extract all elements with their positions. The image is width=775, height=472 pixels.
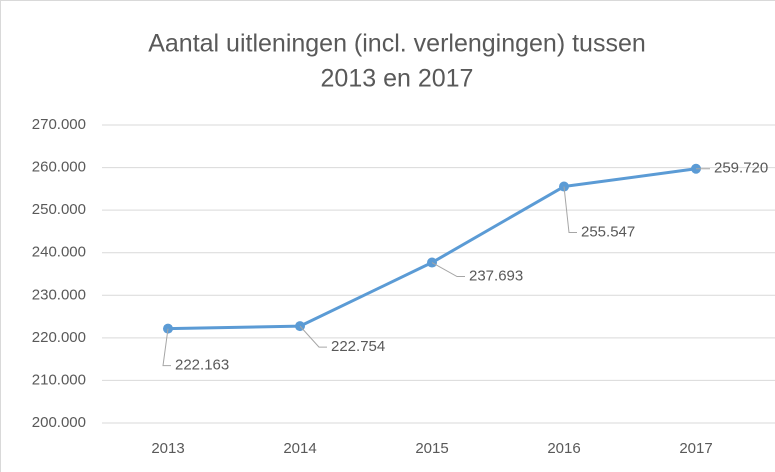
y-tick-label: 240.000 bbox=[32, 244, 86, 261]
leader-line bbox=[431, 262, 465, 278]
data-label: 237.693 bbox=[469, 268, 523, 285]
y-tick-label: 230.000 bbox=[32, 286, 86, 303]
y-tick-label: 200.000 bbox=[32, 414, 86, 431]
leader-line bbox=[162, 328, 171, 367]
y-tick-label: 220.000 bbox=[32, 329, 86, 346]
data-label: 255.547 bbox=[581, 223, 635, 240]
x-tick-label: 2015 bbox=[415, 440, 448, 457]
data-label: 222.754 bbox=[331, 338, 385, 355]
y-tick-label: 270.000 bbox=[32, 116, 86, 133]
y-tick-label: 250.000 bbox=[32, 201, 86, 218]
x-tick-label: 2016 bbox=[547, 440, 580, 457]
leader-line bbox=[563, 186, 577, 234]
leader-line bbox=[299, 325, 327, 348]
x-tick-label: 2013 bbox=[151, 440, 184, 457]
chart-title: Aantal uitleningen (incl. verlengingen) … bbox=[148, 30, 646, 58]
y-tick-label: 210.000 bbox=[32, 371, 86, 388]
chart-title: 2013 en 2017 bbox=[321, 65, 474, 93]
data-label: 259.720 bbox=[714, 160, 768, 177]
x-tick-label: 2014 bbox=[283, 440, 316, 457]
data-label: 222.163 bbox=[175, 357, 229, 374]
y-tick-label: 260.000 bbox=[32, 159, 86, 176]
x-tick-label: 2017 bbox=[679, 440, 712, 457]
